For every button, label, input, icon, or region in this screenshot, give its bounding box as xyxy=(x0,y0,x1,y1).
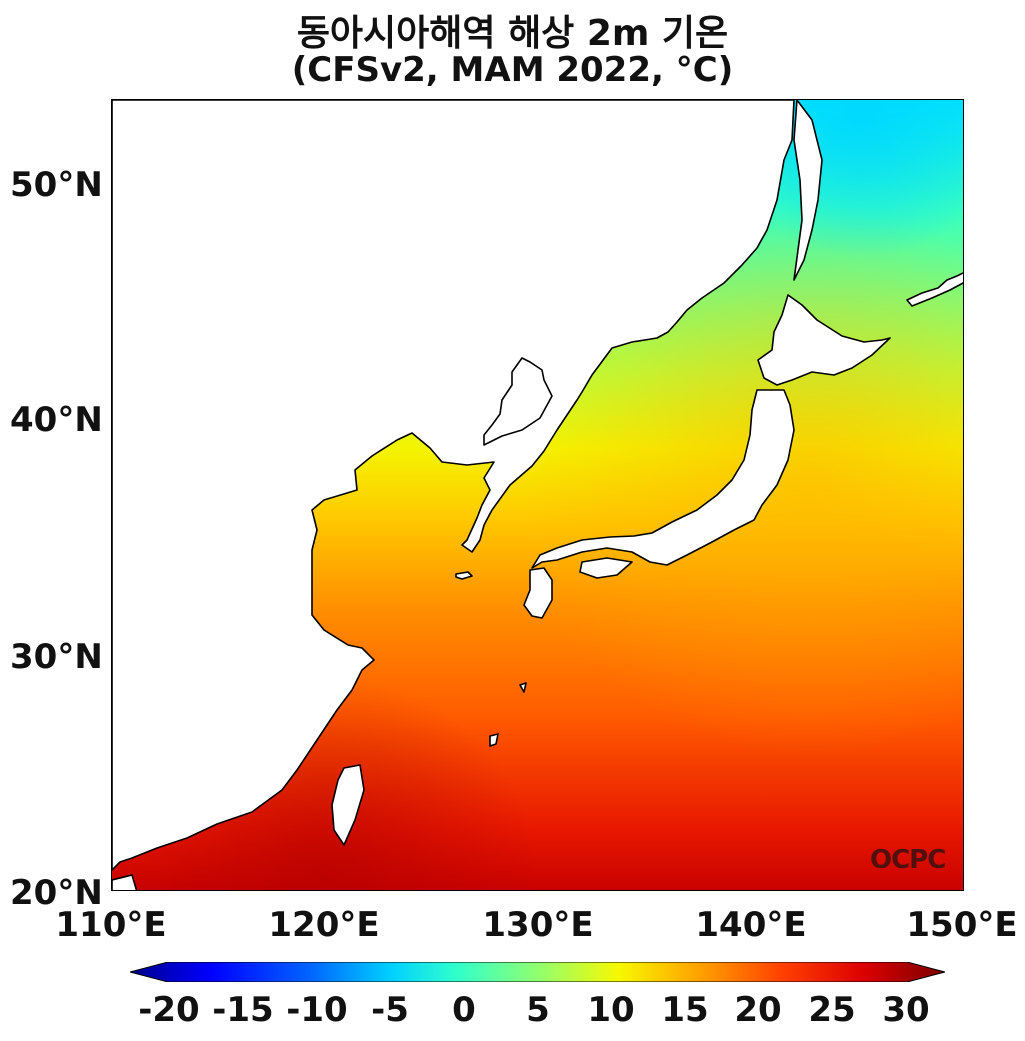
colorbar-tick-label: 10 xyxy=(587,990,635,1030)
ryukyu-island-1 xyxy=(489,733,499,747)
asia-mainland xyxy=(112,100,795,871)
taiwan-island xyxy=(331,764,365,846)
jeju-island xyxy=(455,571,473,580)
colorbar-body xyxy=(130,962,945,982)
colorbar-tick-label: 5 xyxy=(526,990,550,1030)
kyushu-island xyxy=(523,567,553,619)
shikoku-island xyxy=(579,557,633,579)
colorbar-tick-label: -20 xyxy=(138,990,200,1030)
lat-tick-label-40n: 40°N xyxy=(10,400,103,440)
lon-tick-label-140e: 140°E xyxy=(695,905,807,945)
chart-title: 동아시아해역 해상 2m 기온 xyxy=(296,13,729,54)
colorbar xyxy=(130,962,945,982)
colorbar-tick-label: 20 xyxy=(734,990,782,1030)
temperature-field-map xyxy=(112,100,963,890)
lon-tick-label-110e: 110°E xyxy=(55,905,167,945)
lat-tick-label-30n: 30°N xyxy=(10,637,103,677)
colorbar-tick-label: 25 xyxy=(808,990,856,1030)
kuril-islands xyxy=(906,272,963,307)
colorbar-tick-label: -10 xyxy=(286,990,348,1030)
map-panel xyxy=(111,99,964,891)
lon-tick-label-120e: 120°E xyxy=(268,905,380,945)
korean-peninsula xyxy=(483,357,553,446)
honshu-island xyxy=(531,389,795,569)
hokkaido-island xyxy=(757,294,891,386)
lon-tick-label-130e: 130°E xyxy=(482,905,594,945)
colorbar-tick-label: -15 xyxy=(212,990,274,1030)
hainan-island xyxy=(112,874,138,890)
chart-subtitle: (CFSv2, MAM 2022, °C) xyxy=(291,50,734,90)
ryukyu-island-2 xyxy=(519,682,527,693)
colorbar-tick-label: 30 xyxy=(882,990,930,1030)
lat-tick-label-20n: 20°N xyxy=(10,873,103,913)
lon-tick-label-150e: 150°E xyxy=(906,905,1018,945)
colorbar-tick-label: 15 xyxy=(661,990,709,1030)
sakhalin-island xyxy=(793,100,823,281)
colorbar-tick-label: -5 xyxy=(371,990,409,1030)
colorbar-tick-label: 0 xyxy=(452,990,476,1030)
ocpc-watermark: OCPC xyxy=(870,845,946,875)
lat-tick-label-50n: 50°N xyxy=(10,165,103,205)
